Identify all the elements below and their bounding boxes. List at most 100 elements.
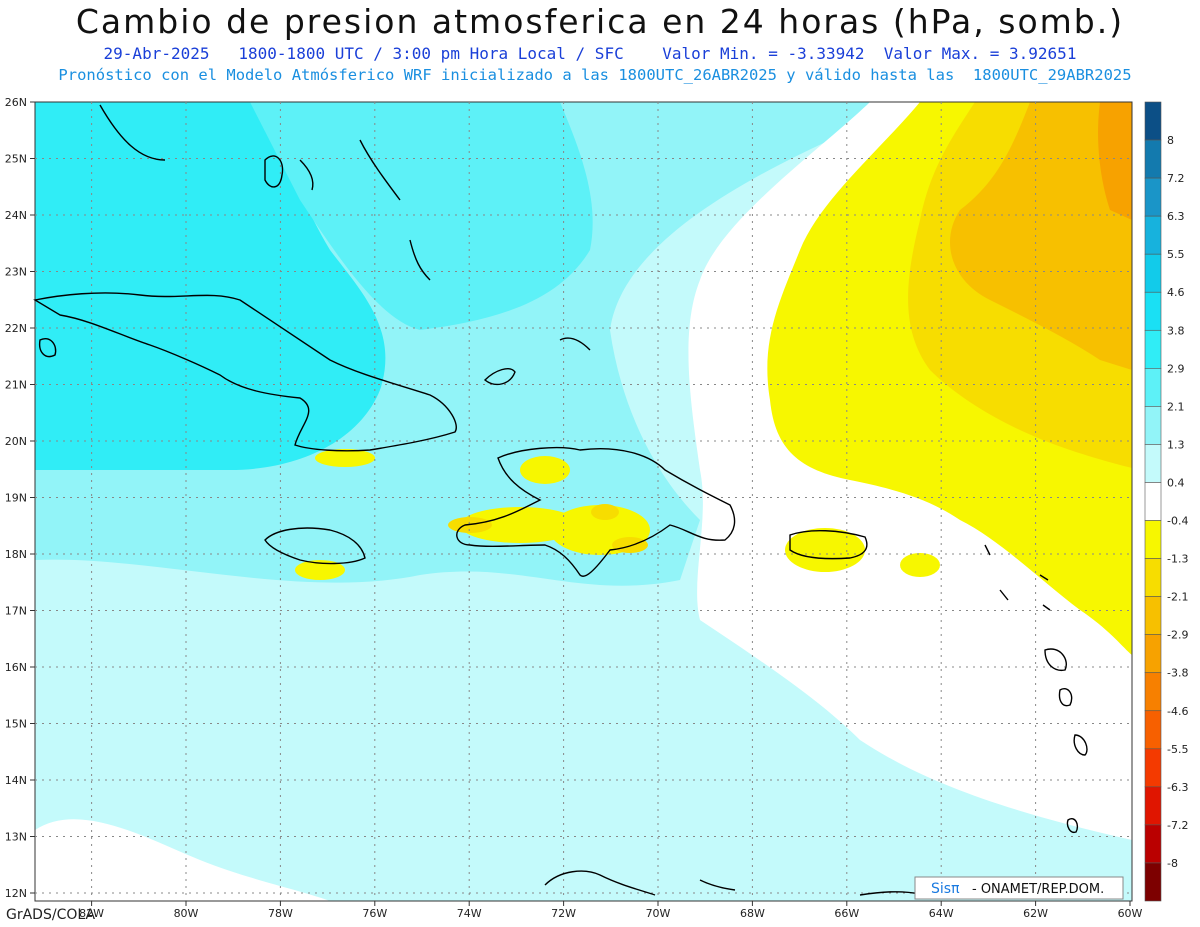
- lon-label: 66W: [834, 907, 859, 920]
- colorbar-swatch: [1144, 177, 1162, 217]
- lat-label: 26N: [5, 96, 27, 109]
- colorbar-swatch: [1144, 748, 1162, 788]
- coast-isla-juventud: [38, 338, 57, 358]
- lon-label: 60W: [1118, 907, 1143, 920]
- colorbar-swatch: [1144, 368, 1162, 407]
- colorbar-swatch: [1144, 672, 1162, 712]
- lon-label: 64W: [929, 907, 954, 920]
- colorbar-label: 0.4: [1167, 476, 1185, 489]
- colorbar-label: 1.3: [1167, 438, 1185, 451]
- chart-title: Cambio de presion atmosferica en 24 hora…: [75, 2, 1125, 41]
- lat-label: 17N: [5, 605, 27, 618]
- lon-label: 80W: [174, 907, 199, 920]
- lon-label: 68W: [740, 907, 765, 920]
- longitude-labels: 82W 80W 78W 76W 74W 72W 70W 68W 66W 64W 62W 60W: [79, 907, 1142, 920]
- lat-label: 18N: [5, 548, 27, 561]
- lat-label: 14N: [5, 774, 27, 787]
- lon-label: 76W: [362, 907, 387, 920]
- field-orange-gold: [950, 102, 1132, 370]
- colorbar-label: 8: [1167, 134, 1174, 147]
- colorbar-swatch: [1144, 139, 1162, 179]
- coast-andros: [264, 155, 284, 188]
- coast-cuba: [33, 292, 457, 452]
- pressure-change-field: [35, 102, 1132, 901]
- lon-label: 82W: [79, 907, 104, 920]
- lat-label: 21N: [5, 379, 27, 392]
- coast-turks: [559, 337, 591, 351]
- lat-label: 25N: [5, 153, 27, 166]
- coast-inagua: [483, 368, 516, 386]
- map-frame: [34, 101, 1133, 902]
- colorbar-swatch: [1144, 862, 1162, 902]
- colorbar-label: 4.6: [1167, 286, 1185, 299]
- lon-label: 70W: [646, 907, 671, 920]
- colorbar-label: 3.8: [1167, 324, 1185, 337]
- credit-box: Sisπ - ONAMET/REP.DOM.: [914, 876, 1124, 900]
- colorbar-swatch: [1144, 215, 1162, 255]
- colorbar-label: 2.9: [1167, 362, 1185, 375]
- colorbar-label: 2.1: [1167, 400, 1185, 413]
- colorbar-swatch: [1144, 406, 1162, 445]
- credit-logo: Sisπ: [931, 881, 960, 897]
- coast-lesser-antilles: [984, 544, 1088, 833]
- colorbar-swatch: [1144, 482, 1162, 521]
- colorbar-swatch: [1144, 710, 1162, 750]
- colorbar-swatch: [1144, 253, 1162, 293]
- colorbar-swatch: [1144, 291, 1162, 331]
- latitude-labels: 26N 25N 24N 23N 22N 21N 20N 19N 18N 17N 16N 15N 14N 1…: [5, 96, 27, 900]
- lat-label: 19N: [5, 492, 27, 505]
- software-credit: GrADS/COLA: [6, 907, 96, 923]
- colorbar-swatch: [1144, 786, 1162, 826]
- field-cyan-north: [250, 102, 593, 330]
- credit-text: - ONAMET/REP.DOM.: [972, 882, 1104, 897]
- lat-label: 23N: [5, 266, 27, 279]
- lat-label: 16N: [5, 661, 27, 674]
- colorbar-swatch: [1144, 558, 1162, 597]
- lat-label: 24N: [5, 209, 27, 222]
- coast-bahamas-1: [299, 159, 314, 191]
- colorbar-label: -5.5: [1167, 743, 1188, 756]
- coast-bahamas-2: [359, 139, 401, 201]
- colorbar-label: -2.1: [1167, 591, 1188, 604]
- lat-label: 20N: [5, 435, 27, 448]
- colorbar-swatch: [1144, 596, 1162, 635]
- colorbar-label: -2.9: [1167, 629, 1188, 642]
- colorbar-label: -3.8: [1167, 667, 1188, 680]
- colorbar-label: -4.6: [1167, 705, 1188, 718]
- colorbar-label: -7.2: [1167, 819, 1188, 832]
- subtitle-model-info: Pronóstico con el Modelo Atmósferico WRF…: [58, 66, 1132, 84]
- coast-florida-keys: [99, 104, 166, 161]
- colorbar-label: 5.5: [1167, 248, 1185, 261]
- lon-label: 72W: [551, 907, 576, 920]
- colorbar-swatch: [1144, 824, 1162, 864]
- colorbar-label: 7.2: [1167, 172, 1185, 185]
- colorbar-label: -6.3: [1167, 781, 1188, 794]
- lat-label: 13N: [5, 831, 27, 844]
- coast-bahamas-3: [409, 239, 431, 281]
- graticule: [30, 101, 1132, 906]
- lat-label: 12N: [5, 887, 27, 900]
- subtitle-date-values: 29-Abr-2025 1800-1800 UTC / 3:00 pm Hora…: [103, 44, 1077, 63]
- colorbar-label: -8: [1167, 857, 1178, 870]
- lon-label: 74W: [457, 907, 482, 920]
- coast-jamaica: [264, 527, 366, 565]
- colorbar-swatch: [1144, 444, 1162, 483]
- colorbar-label: -1.3: [1167, 553, 1188, 566]
- lon-label: 78W: [268, 907, 293, 920]
- colorbar-label: -0.4: [1167, 515, 1188, 528]
- colorbar-swatch: [1144, 329, 1162, 369]
- colorbar-label: 6.3: [1167, 210, 1185, 223]
- field-orange-max: [1098, 102, 1132, 220]
- lat-label: 22N: [5, 322, 27, 335]
- coast-puerto-rico: [789, 529, 868, 560]
- colorbar-swatch: [1144, 520, 1162, 559]
- field-white-southwest: [35, 819, 330, 901]
- colorbar-swatch: [1144, 634, 1162, 674]
- colorbar-swatch: [1144, 101, 1162, 141]
- coastlines: [33, 104, 1088, 896]
- lat-label: 15N: [5, 718, 27, 731]
- colorbar-legend: 8 7.2 6.3 5.5 4.6 3.8 2.9 2.1 1.3 0.4 -0.4 -1.3 -2.1…: [1144, 101, 1188, 902]
- lon-label: 62W: [1023, 907, 1048, 920]
- coast-hispaniola: [456, 446, 736, 577]
